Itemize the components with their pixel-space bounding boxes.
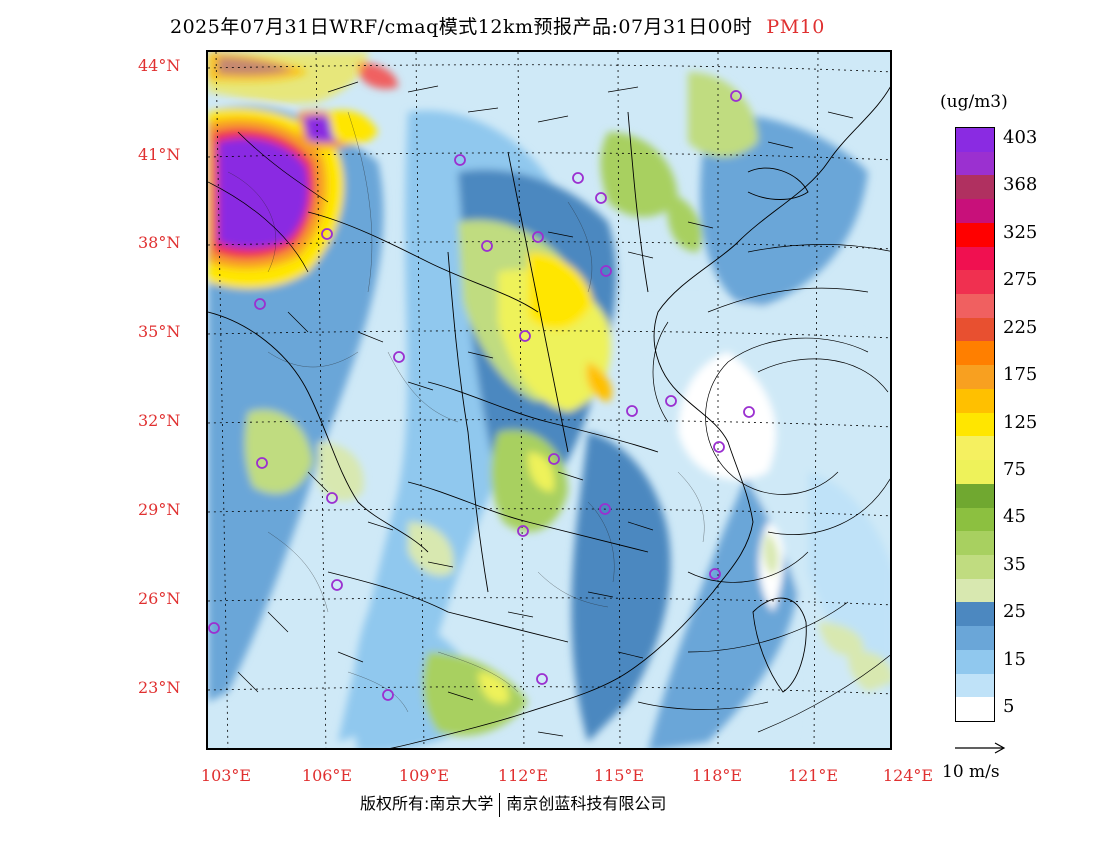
legend-swatch — [956, 460, 994, 485]
legend-swatch — [956, 602, 994, 627]
legend-swatch — [956, 175, 994, 200]
legend-swatch — [956, 412, 994, 437]
legend-label: 5 — [1003, 696, 1015, 718]
title-main: 2025年07月31日WRF/cmaq模式12km预报产品:07月31日00时 — [170, 16, 753, 38]
legend-swatch — [956, 270, 994, 295]
legend-label: 225 — [1003, 316, 1038, 338]
legend-swatch — [956, 626, 994, 651]
legend-swatch — [956, 578, 994, 603]
lat-label-35: 35°N — [138, 322, 181, 341]
lat-label-29: 29°N — [138, 500, 181, 519]
lon-label-106: 106°E — [301, 766, 353, 785]
legend-swatch — [956, 649, 994, 675]
legend-swatch — [956, 365, 994, 390]
lon-label-118: 118°E — [691, 766, 743, 785]
legend-swatch — [956, 673, 994, 698]
title-variable: PM10 — [766, 16, 825, 38]
legend-swatch — [956, 151, 994, 176]
legend-swatch — [956, 531, 994, 556]
legend-label: 403 — [1003, 126, 1038, 148]
legend-swatch — [956, 128, 994, 153]
lon-label-112: 112°E — [497, 766, 549, 785]
legend-swatch — [956, 436, 994, 461]
legend-label: 275 — [1003, 269, 1038, 291]
copyright-right: 南京创蓝科技有限公司 — [506, 794, 667, 813]
legend-label: 25 — [1003, 601, 1026, 623]
legend-swatch — [956, 222, 994, 248]
lat-label-23: 23°N — [138, 678, 181, 697]
legend-swatch — [956, 507, 994, 532]
lat-label-26: 26°N — [138, 589, 181, 608]
lon-label-124: 124°E — [882, 766, 934, 785]
boundaries — [208, 86, 890, 748]
legend-swatch — [956, 483, 994, 509]
lon-label-109: 109°E — [398, 766, 450, 785]
legend-swatch — [956, 697, 994, 722]
legend-swatch — [956, 341, 994, 366]
legend-label: 75 — [1003, 458, 1026, 480]
wind-reference-label: 10 m/s — [942, 762, 1000, 782]
legend-label: 125 — [1003, 411, 1038, 433]
legend-swatch — [956, 554, 994, 580]
copyright-left: 版权所有:南京大学 — [360, 794, 494, 813]
footer-separator — [499, 792, 501, 817]
concentration-shading — [208, 52, 890, 748]
map-title: 2025年07月31日WRF/cmaq模式12km预报产品:07月31日00时 P… — [170, 12, 825, 39]
legend-label: 35 — [1003, 553, 1026, 575]
legend-swatch — [956, 294, 994, 319]
legend-swatch — [956, 246, 994, 271]
minor-boundaries — [227, 111, 705, 713]
lon-label-121: 121°E — [787, 766, 839, 785]
legend-unit: (ug/m3) — [940, 92, 1008, 112]
lat-label-41: 41°N — [138, 145, 181, 164]
lon-label-103: 103°E — [200, 766, 252, 785]
legend-label: 45 — [1003, 506, 1026, 528]
lat-label-44: 44°N — [138, 56, 181, 75]
legend-label: 175 — [1003, 364, 1038, 386]
station-markers — [208, 90, 755, 701]
map-panel — [206, 50, 892, 750]
wind-reference-arrow-icon — [955, 742, 1006, 754]
lat-label-38: 38°N — [138, 233, 181, 252]
legend-swatch — [956, 388, 994, 414]
legend-label: 368 — [1003, 174, 1038, 196]
legend-swatch — [956, 199, 994, 224]
lat-label-32: 32°N — [138, 411, 181, 430]
pm10-field-map — [208, 52, 890, 748]
copyright-footer: 版权所有:南京大学 南京创蓝科技有限公司 — [360, 790, 666, 817]
wind-vectors — [208, 81, 890, 737]
legend-label: 325 — [1003, 221, 1038, 243]
lon-label-115: 115°E — [593, 766, 645, 785]
graticule — [208, 52, 890, 748]
legend-swatch — [956, 317, 994, 342]
color-legend — [955, 127, 995, 722]
legend-label: 15 — [1003, 648, 1026, 670]
